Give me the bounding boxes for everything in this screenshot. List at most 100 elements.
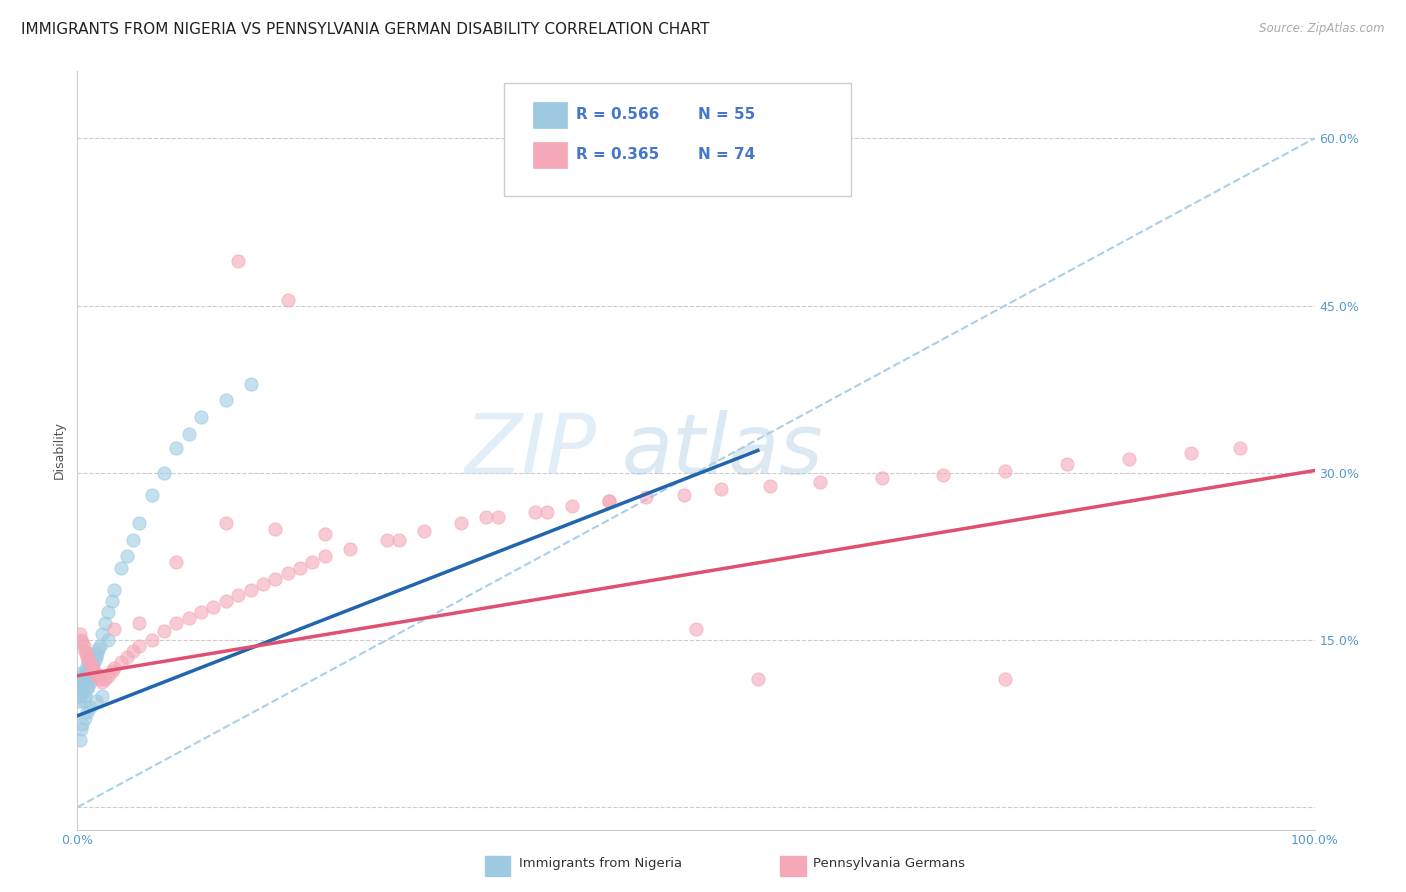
Point xyxy=(91,675,114,690)
Point xyxy=(73,689,96,703)
Point xyxy=(103,661,125,675)
Point xyxy=(314,549,336,564)
Point xyxy=(89,639,111,653)
Point xyxy=(153,624,176,639)
Point xyxy=(110,560,132,574)
Point xyxy=(69,683,91,698)
Point xyxy=(84,694,107,708)
Point xyxy=(82,661,104,675)
Point xyxy=(598,493,620,508)
Point xyxy=(994,464,1017,478)
Point xyxy=(97,669,120,683)
Point xyxy=(932,468,955,483)
Point xyxy=(93,616,115,631)
Point xyxy=(561,500,583,514)
Point xyxy=(226,589,249,603)
Point xyxy=(759,479,782,493)
Point xyxy=(994,672,1017,686)
Point xyxy=(73,711,96,725)
Text: Pennsylvania Germans: Pennsylvania Germans xyxy=(813,856,965,870)
Point xyxy=(101,594,124,608)
Text: Source: ZipAtlas.com: Source: ZipAtlas.com xyxy=(1260,22,1385,36)
Text: IMMIGRANTS FROM NIGERIA VS PENNSYLVANIA GERMAN DISABILITY CORRELATION CHART: IMMIGRANTS FROM NIGERIA VS PENNSYLVANIA … xyxy=(21,22,710,37)
Point xyxy=(75,646,97,660)
Point xyxy=(1056,457,1078,471)
Point xyxy=(190,410,212,425)
Point xyxy=(89,672,111,686)
Point xyxy=(76,706,98,720)
Text: atlas: atlas xyxy=(621,410,824,491)
Point xyxy=(103,622,125,636)
Point xyxy=(80,669,103,683)
FancyBboxPatch shape xyxy=(533,102,567,128)
Point xyxy=(870,471,893,485)
Point xyxy=(72,685,94,699)
Point xyxy=(277,293,299,307)
Point xyxy=(73,669,96,683)
Point xyxy=(264,521,287,535)
Point xyxy=(252,577,274,591)
Point xyxy=(84,649,107,664)
Point xyxy=(277,566,299,581)
Point xyxy=(128,639,150,653)
Point xyxy=(82,661,104,675)
Point xyxy=(70,633,93,648)
Point xyxy=(524,505,547,519)
Point xyxy=(79,675,101,690)
Point xyxy=(72,669,94,683)
Point xyxy=(72,694,94,708)
Point xyxy=(710,483,733,497)
Point xyxy=(91,689,114,703)
Point xyxy=(110,655,132,669)
Point xyxy=(67,678,90,692)
Point xyxy=(598,493,620,508)
Point xyxy=(153,466,176,480)
Point xyxy=(72,716,94,731)
Point xyxy=(141,488,163,502)
Point xyxy=(82,657,104,672)
Point xyxy=(75,661,97,675)
Point xyxy=(215,594,238,608)
Point xyxy=(388,533,411,547)
FancyBboxPatch shape xyxy=(533,142,567,169)
Point xyxy=(128,616,150,631)
Text: ZIP: ZIP xyxy=(465,410,598,491)
Point xyxy=(1118,452,1140,467)
Point xyxy=(672,488,695,502)
Point xyxy=(72,639,94,653)
Point xyxy=(314,527,336,541)
Point xyxy=(97,633,120,648)
Point xyxy=(450,516,472,530)
Point xyxy=(1229,442,1251,455)
Point xyxy=(69,689,91,703)
Text: N = 74: N = 74 xyxy=(699,147,755,162)
Point xyxy=(72,635,94,649)
Point xyxy=(80,657,103,672)
Point xyxy=(177,426,200,441)
Point xyxy=(79,666,101,681)
Point xyxy=(165,555,187,569)
Point xyxy=(77,653,100,667)
Point xyxy=(486,510,509,524)
Point xyxy=(1180,446,1202,460)
Point xyxy=(91,627,114,641)
Point xyxy=(82,664,104,679)
Text: Immigrants from Nigeria: Immigrants from Nigeria xyxy=(519,856,682,870)
Point xyxy=(375,533,398,547)
Point xyxy=(76,649,98,664)
Text: N = 55: N = 55 xyxy=(699,107,755,122)
Point xyxy=(79,700,101,714)
Y-axis label: Disability: Disability xyxy=(52,421,66,480)
Point xyxy=(636,491,658,505)
Point xyxy=(239,376,262,391)
Point xyxy=(190,605,212,619)
Point xyxy=(165,442,187,455)
Point xyxy=(115,649,138,664)
Text: R = 0.566: R = 0.566 xyxy=(576,107,659,122)
Point xyxy=(215,393,238,408)
Point xyxy=(73,644,96,658)
Point xyxy=(339,541,361,556)
Point xyxy=(77,680,100,694)
Point xyxy=(536,505,558,519)
Point xyxy=(239,582,262,597)
